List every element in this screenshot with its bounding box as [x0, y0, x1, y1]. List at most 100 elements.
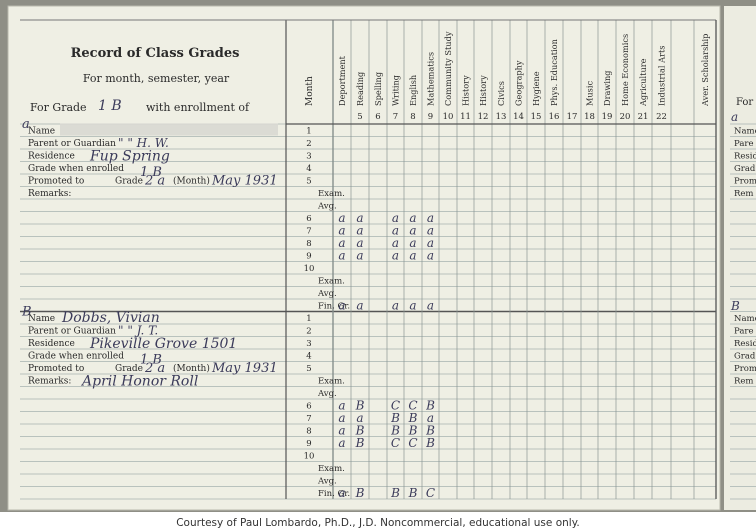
month-label: 5	[306, 364, 311, 374]
subject-label: Geography	[514, 60, 524, 106]
record-letter: B	[21, 304, 32, 319]
subject-number: 22	[656, 112, 667, 122]
grade-mark: a	[427, 236, 434, 250]
grade-mark: a	[338, 424, 345, 438]
right-card-label: Grad	[734, 352, 756, 362]
grade-mark: B	[390, 411, 400, 425]
parent-label: Parent or Guardian	[28, 327, 116, 337]
grade-mark: a	[427, 211, 434, 225]
month-label: 5	[306, 177, 311, 187]
grade-mark: B	[355, 399, 365, 413]
grade-mark: B	[355, 436, 365, 450]
final-grade-mark: B	[390, 486, 400, 500]
grade-line-suffix: with enrollment of	[146, 101, 250, 114]
subject-label: Drawing	[602, 70, 612, 106]
student-name: Dobbs, Vivian	[61, 310, 160, 326]
month-label: 4	[306, 352, 311, 362]
subject-number: 9	[428, 112, 433, 122]
record-letter: a	[22, 117, 30, 132]
grade-mark: a	[338, 236, 345, 250]
right-card-label: Rem	[734, 377, 754, 387]
subject-label: Community Study	[443, 31, 453, 106]
subject-number: 6	[375, 112, 380, 122]
grade-mark: a	[392, 236, 399, 250]
grade-mark: B	[425, 436, 435, 450]
final-grade-mark: a	[409, 299, 416, 313]
grade-mark: a	[356, 236, 363, 250]
grade-mark: B	[425, 424, 435, 438]
grade-mark: B	[425, 399, 435, 413]
month-label: Exam.	[318, 464, 345, 474]
grade-mark: a	[356, 249, 363, 263]
grade-mark: a	[392, 224, 399, 238]
card-border	[7, 5, 721, 511]
credit-line: Courtesy of Paul Lombardo, Ph.D., J.D. N…	[176, 517, 580, 529]
grade-mark: a	[338, 249, 345, 263]
right-card-label: Name	[734, 127, 756, 137]
promoted-month-label: (Month)	[173, 363, 210, 374]
grade-enrolled-label: Grade when enrolled	[28, 352, 124, 362]
grade-mark: C	[391, 399, 400, 413]
subject-label: Writing	[391, 75, 401, 106]
subject-label: History	[461, 75, 471, 106]
month-label: 2	[306, 139, 311, 149]
parent-value: " " J. T.	[118, 324, 158, 338]
subject-number: 13	[496, 112, 507, 122]
month-label: 8	[306, 427, 311, 437]
subject-label: Mathematics	[426, 52, 436, 106]
final-grade-mark: a	[427, 299, 434, 313]
subject-number: 16	[549, 112, 560, 122]
grade-enrolled-value: 1 B	[140, 165, 162, 180]
month-label: 7	[306, 227, 311, 237]
grade-mark: a	[427, 249, 434, 263]
subject-number: 10	[443, 112, 454, 122]
month-label: Fin. Gr.	[318, 489, 350, 499]
grade-mark: a	[356, 224, 363, 238]
month-label: 3	[306, 152, 311, 162]
month-header: Month	[305, 76, 315, 106]
grade-mark: a	[356, 211, 363, 225]
subject-label: Music	[585, 81, 595, 106]
grade-mark: a	[392, 211, 399, 225]
promoted-label: Promoted to	[28, 177, 84, 187]
right-card-label: Rem	[734, 189, 754, 199]
grade-mark: B	[408, 424, 418, 438]
final-grade-mark: a	[356, 299, 363, 313]
month-label: 1	[306, 127, 311, 137]
parent-label: Parent or Guardian	[28, 139, 116, 149]
card-background	[0, 0, 756, 512]
subject-number: 7	[393, 112, 398, 122]
residence-value: Fup Spring	[89, 149, 170, 165]
grade-mark: a	[338, 411, 345, 425]
subject-label: Aver. Scholarship	[700, 34, 710, 107]
right-card-label: Prom	[734, 364, 756, 374]
grade-mark: a	[338, 436, 345, 450]
name-label: Name	[28, 314, 55, 324]
right-card-letter: B	[730, 299, 740, 313]
residence-label: Residence	[28, 339, 75, 349]
subject-label: History	[478, 75, 488, 106]
grade-enrolled-label: Grade when enrolled	[28, 164, 124, 174]
subject-label: Agriculture	[638, 58, 648, 107]
right-card-label: Resid	[734, 152, 756, 162]
final-grade-mark: a	[392, 299, 399, 313]
final-grade-mark: a	[338, 299, 345, 313]
right-card-label: Name	[734, 314, 756, 324]
subject-number: 17	[567, 112, 578, 122]
grade-mark: a	[409, 211, 416, 225]
month-label: 6	[306, 402, 311, 412]
month-label: Fin. Gr.	[318, 302, 350, 312]
subject-label: Phys. Education	[549, 38, 559, 106]
grade-mark: a	[409, 224, 416, 238]
final-grade-mark: B	[408, 486, 418, 500]
grade-line-grade: 1 B	[98, 98, 122, 114]
promoted-grade-value: 2 a	[144, 361, 165, 376]
month-label: Avg.	[317, 289, 337, 299]
month-label: 10	[304, 264, 315, 274]
remarks-value: April Honor Roll	[80, 374, 198, 390]
residence-label: Residence	[28, 152, 75, 162]
